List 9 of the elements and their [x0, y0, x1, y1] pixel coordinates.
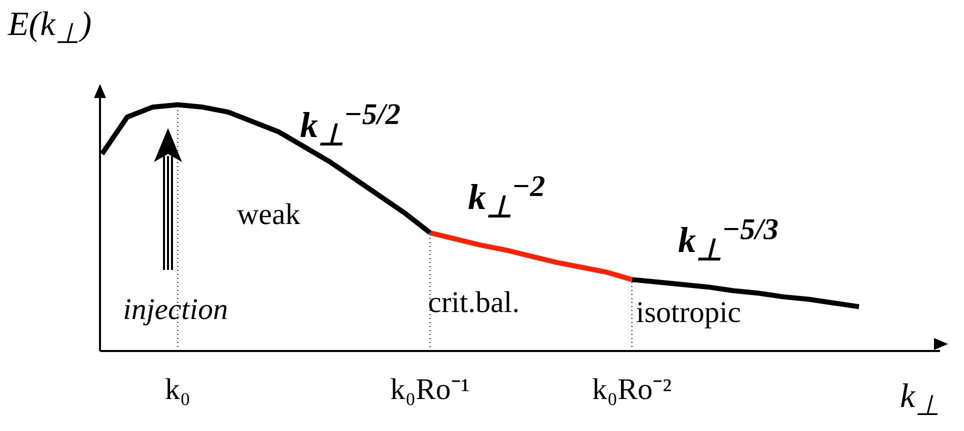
annotation: injection	[123, 293, 228, 326]
x-tick-label: k₀	[164, 372, 190, 406]
y-axis-title: E(k$_{⊥}$)	[8, 6, 92, 50]
annotation: weak	[237, 198, 300, 231]
x-tick-label: k₀Ro⁻¹	[390, 372, 470, 406]
annotation: crit.bal.	[428, 286, 520, 319]
x-axis-title: k$_{⊥}$	[900, 378, 940, 422]
x-tick-label: k₀Ro⁻²	[592, 372, 672, 406]
annotation: isotropic	[636, 296, 741, 329]
